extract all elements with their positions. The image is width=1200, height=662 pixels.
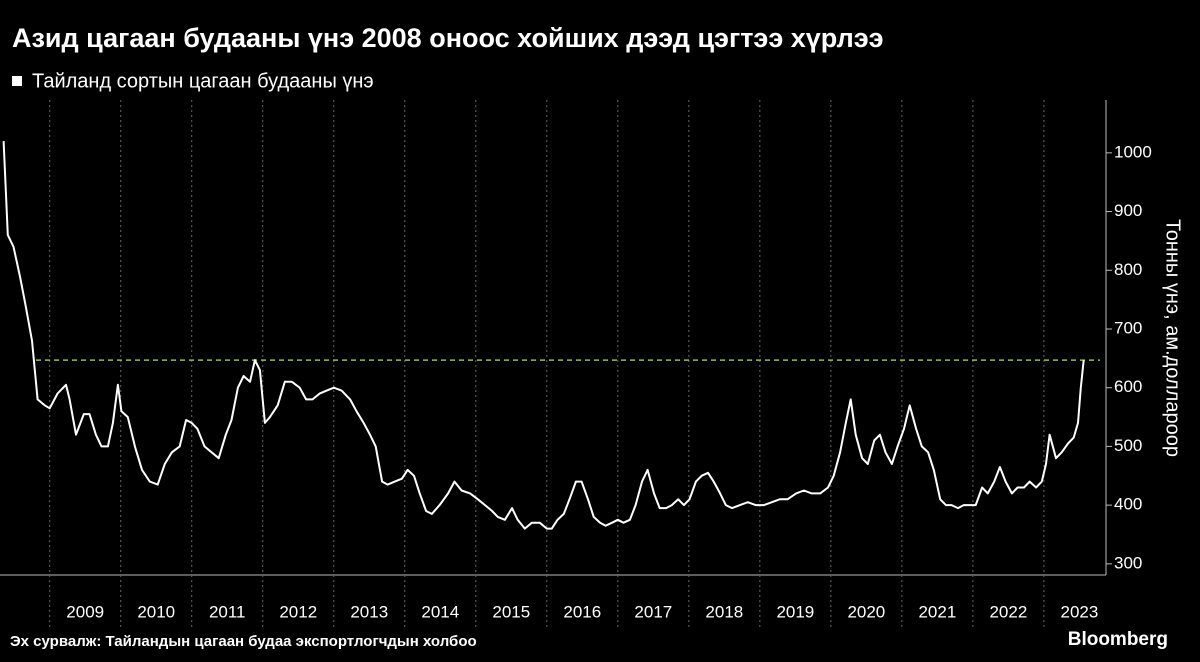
x-tick-label: 2021 [918,602,956,621]
y-axis-label: Тонны үнэ, ам.доллароор [1162,219,1184,457]
source: Эх сурвалж: Тайландын цагаан будаа экспо… [10,633,477,650]
chart-title: Азид цагаан будааны үнэ 2008 оноос хойши… [12,23,884,53]
x-tick-label: 2019 [776,602,814,621]
brand: Bloomberg [1068,629,1168,650]
x-tick-label: 2015 [492,602,530,621]
y-tick-label: 900 [1114,201,1142,220]
y-tick-label: 800 [1114,260,1142,279]
x-tick-label: 2009 [66,602,104,621]
y-tick-label: 300 [1114,553,1142,572]
x-tick-label: 2010 [137,602,175,621]
y-tick-label: 400 [1114,495,1142,514]
legend-label: Тайланд сортын цагаан будааны үнэ [32,70,374,92]
y-tick-label: 600 [1114,377,1142,396]
y-tick-label: 1000 [1114,142,1152,161]
x-tick-label: 2012 [279,602,317,621]
x-tick-label: 2016 [563,602,601,621]
x-tick-label: 2013 [350,602,388,621]
x-tick-label: 2011 [209,602,246,621]
x-tick-label: 2017 [634,602,672,621]
price-line [2,141,1085,530]
legend-swatch [12,76,22,86]
x-tick-label: 2023 [1060,602,1098,621]
x-tick-label: 2020 [847,602,885,621]
y-tick-label: 500 [1114,436,1142,455]
y-tick-label: 700 [1114,318,1142,337]
x-tick-label: 2022 [989,602,1027,621]
x-tick-label: 2014 [421,602,459,621]
x-tick-label: 2018 [705,602,743,621]
